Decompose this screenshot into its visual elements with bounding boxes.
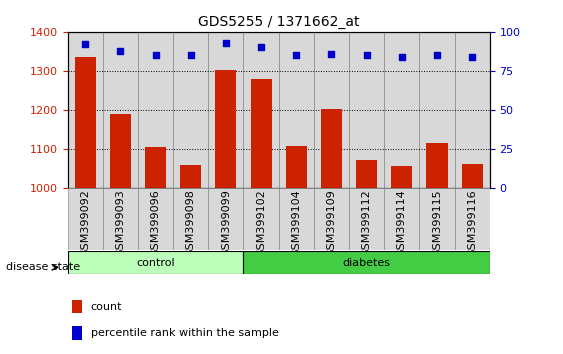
Bar [321,109,342,188]
Text: disease state: disease state [6,262,80,272]
Text: GSM399096: GSM399096 [150,189,160,257]
Point [151,52,160,58]
Text: count: count [91,302,122,312]
Bar [180,165,202,188]
Point [186,52,195,58]
Text: GSM399116: GSM399116 [467,189,477,257]
Text: GSM399098: GSM399098 [186,189,196,257]
Point [81,41,90,47]
Text: GSM399115: GSM399115 [432,189,442,257]
Text: GSM399104: GSM399104 [291,189,301,257]
Text: GSM399093: GSM399093 [115,189,126,257]
Point [362,52,371,58]
Bar [103,32,138,188]
Bar [173,32,208,188]
Text: diabetes: diabetes [343,258,391,268]
Bar [68,32,103,188]
Bar [251,79,271,188]
Text: control: control [136,258,175,268]
Bar [74,57,96,188]
Title: GDS5255 / 1371662_at: GDS5255 / 1371662_at [198,16,359,29]
Bar [314,32,349,188]
Bar [173,188,208,250]
Bar [243,32,279,188]
Point [116,48,125,53]
Bar [427,143,448,188]
Point [327,51,336,57]
Bar [356,160,377,188]
Bar [279,188,314,250]
Text: GSM399109: GSM399109 [327,189,337,257]
Bar [314,188,349,250]
Point [292,52,301,58]
Bar [285,145,307,188]
Bar [419,188,455,250]
Point [221,40,230,46]
Bar [243,251,490,274]
Point [257,45,266,50]
Bar [208,188,243,250]
Bar [243,188,279,250]
Text: GSM399099: GSM399099 [221,189,231,257]
Bar [349,188,384,250]
Text: GSM399092: GSM399092 [80,189,90,257]
Point [397,54,406,59]
Text: GSM399102: GSM399102 [256,189,266,257]
Bar [138,32,173,188]
Bar [208,32,243,188]
Bar [279,32,314,188]
Bar [145,147,166,188]
Text: GSM399112: GSM399112 [361,189,372,257]
Bar [455,188,490,250]
Bar [215,70,236,188]
Point [468,54,477,59]
Bar [384,32,419,188]
Bar [384,188,419,250]
Bar [138,188,173,250]
Text: GSM399114: GSM399114 [397,189,407,257]
Bar [103,188,138,250]
Bar [68,251,243,274]
Text: percentile rank within the sample: percentile rank within the sample [91,328,279,338]
Bar [72,326,82,339]
Bar [349,32,384,188]
Bar [110,114,131,188]
Bar [68,188,103,250]
Point [432,52,441,58]
Bar [419,32,455,188]
Bar [72,300,82,313]
Bar [455,32,490,188]
Bar [462,164,483,188]
Bar [391,166,412,188]
